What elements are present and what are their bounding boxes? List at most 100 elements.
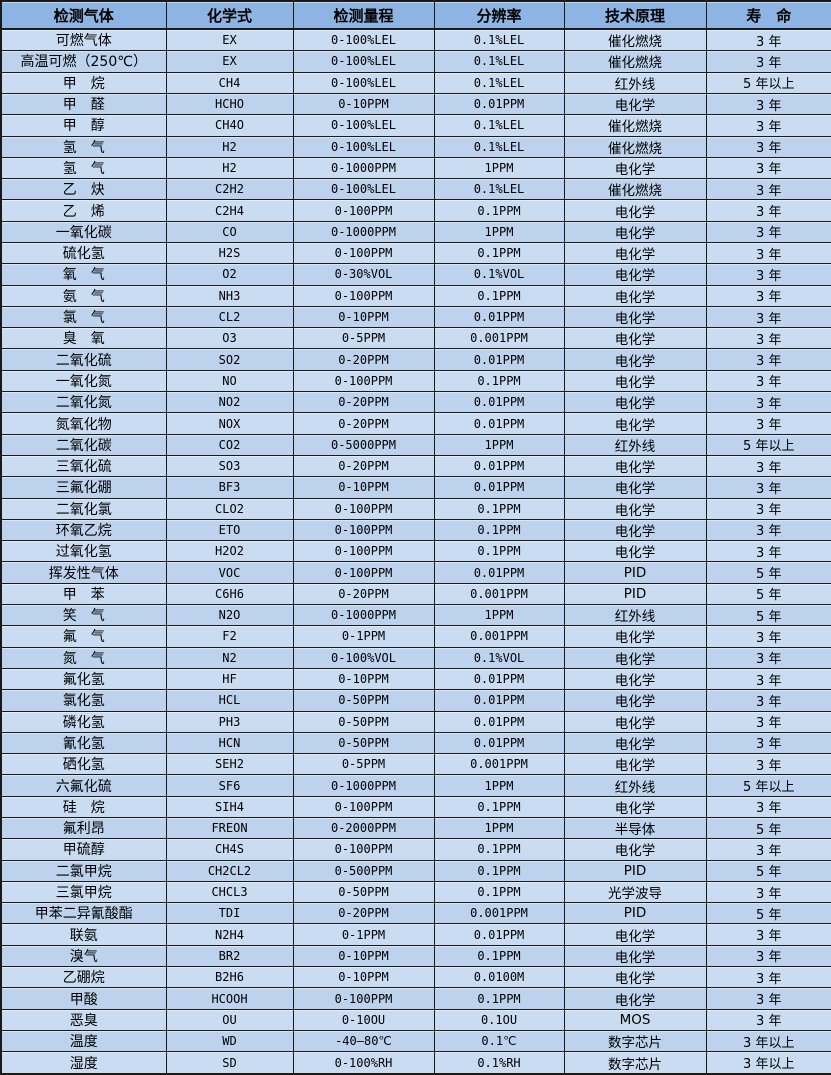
cell-life: 3 年 — [705, 50, 831, 73]
cell-principle: 红外线 — [563, 604, 707, 627]
cell-principle: 电化学 — [563, 625, 707, 648]
cell-gas: 二氧化氮 — [0, 391, 167, 414]
cell-life: 3 年 — [705, 156, 831, 180]
table-row: 氮 气 N2 0-100%VOL 0.1%VOL 电化学 3 年 — [0, 646, 831, 669]
cell-gas: 磷化氢 — [0, 710, 167, 733]
cell-principle: 数字芯片 — [563, 1029, 707, 1053]
table-row: 硫化氢 H2S 0-100PPM 0.1PPM 电化学 3 年 — [0, 241, 831, 265]
cell-formula: SD — [165, 1051, 294, 1075]
cell-gas: 氮 气 — [0, 646, 167, 669]
cell-life: 5 年 — [705, 604, 831, 627]
cell-formula: HCL — [165, 689, 294, 712]
cell-principle: 电化学 — [563, 412, 707, 435]
table-row: 磷化氢 PH3 0-50PPM 0.01PPM 电化学 3 年 — [0, 710, 831, 733]
cell-resolution: 0.1PPM — [433, 795, 565, 819]
cell-resolution: 0.01PPM — [433, 412, 565, 435]
column-header-principle: 技术原理 — [563, 0, 707, 30]
cell-gas: 氯 气 — [0, 305, 167, 329]
cell-principle: 电化学 — [563, 667, 707, 691]
cell-gas: 二氧化硫 — [0, 348, 167, 371]
cell-formula: N2O — [165, 604, 294, 627]
cell-resolution: 0.01PPM — [433, 667, 565, 691]
cell-gas: 过氧化氢 — [0, 540, 167, 563]
cell-gas: 二氧化氯 — [0, 497, 167, 520]
cell-principle: 电化学 — [563, 987, 707, 1010]
table-row: 乙硼烷 B2H6 0-10PPM 0.0100M 电化学 3 年 — [0, 966, 831, 989]
cell-range: 0-1000PPM — [292, 220, 435, 243]
cell-life: 3 年 — [705, 220, 831, 243]
cell-formula: C6H6 — [165, 582, 294, 606]
cell-range: 0-2000PPM — [292, 816, 435, 840]
cell-resolution: 0.1PPM — [433, 241, 565, 265]
cell-resolution: 0.1PPM — [433, 369, 565, 393]
cell-range: 0-100%RH — [292, 1051, 435, 1075]
cell-formula: FREON — [165, 816, 294, 840]
cell-formula: HCN — [165, 731, 294, 755]
cell-resolution: 1PPM — [433, 433, 565, 456]
cell-principle: 红外线 — [563, 71, 707, 94]
cell-resolution: 0.1%LEL — [433, 71, 565, 94]
cell-life: 5 年以上 — [705, 71, 831, 94]
cell-gas: 六氟化硫 — [0, 774, 167, 797]
cell-principle: PID — [563, 561, 707, 584]
table-row: 三氟化硼 BF3 0-10PPM 0.01PPM 电化学 3 年 — [0, 476, 831, 499]
cell-gas: 乙 炔 — [0, 178, 167, 201]
cell-formula: CL2 — [165, 305, 294, 329]
cell-life: 3 年 — [705, 263, 831, 286]
table-row: 氢 气 H2 0-1000PPM 1PPM 电化学 3 年 — [0, 156, 831, 180]
cell-resolution: 0.1PPM — [433, 987, 565, 1010]
cell-range: 0-20PPM — [292, 454, 435, 478]
cell-gas: 氰化氢 — [0, 731, 167, 755]
cell-range: 0-5PPM — [292, 753, 435, 776]
cell-formula: N2 — [165, 646, 294, 669]
cell-principle: 电化学 — [563, 327, 707, 350]
cell-principle: 红外线 — [563, 774, 707, 797]
cell-life: 5 年以上 — [705, 433, 831, 456]
cell-gas: 硒化氢 — [0, 753, 167, 776]
table-row: 高温可燃（250℃） EX 0-100%LEL 0.1%LEL 催化燃烧 3 年 — [0, 50, 831, 73]
cell-principle: 电化学 — [563, 923, 707, 946]
cell-gas: 乙 烯 — [0, 199, 167, 222]
cell-resolution: 0.1%VOL — [433, 646, 565, 669]
cell-life: 3 年 — [705, 540, 831, 563]
cell-gas: 甲酸 — [0, 987, 167, 1010]
cell-resolution: 0.1PPM — [433, 880, 565, 904]
cell-resolution: 0.001PPM — [433, 753, 565, 776]
table-row: 恶臭 OU 0-10OU 0.1OU MOS 3 年 — [0, 1008, 831, 1031]
cell-range: 0-20PPM — [292, 348, 435, 371]
table-row: 一氧化氮 NO 0-100PPM 0.1PPM 电化学 3 年 — [0, 369, 831, 393]
cell-life: 3 年以上 — [705, 1051, 831, 1075]
cell-formula: EX — [165, 28, 294, 52]
cell-life: 3 年 — [705, 625, 831, 648]
cell-principle: 电化学 — [563, 156, 707, 180]
cell-formula: NO — [165, 369, 294, 393]
cell-formula: HCOOH — [165, 987, 294, 1010]
cell-resolution: 1PPM — [433, 220, 565, 243]
table-row: 氯 气 CL2 0-10PPM 0.01PPM 电化学 3 年 — [0, 305, 831, 329]
table-row: 过氧化氢 H2O2 0-100PPM 0.1PPM 电化学 3 年 — [0, 540, 831, 563]
cell-life: 3 年 — [705, 518, 831, 542]
cell-range: 0-5000PPM — [292, 433, 435, 456]
cell-resolution: 0.01PPM — [433, 476, 565, 499]
cell-formula: TDI — [165, 902, 294, 925]
cell-life: 3 年 — [705, 454, 831, 478]
cell-principle: 电化学 — [563, 369, 707, 393]
table-row: 乙 炔 C2H2 0-100%LEL 0.1%LEL 催化燃烧 3 年 — [0, 178, 831, 201]
cell-principle: 催化燃烧 — [563, 178, 707, 201]
table-row: 氨 气 NH3 0-100PPM 0.1PPM 电化学 3 年 — [0, 284, 831, 307]
cell-range: 0-100%LEL — [292, 28, 435, 52]
cell-gas: 二氯甲烷 — [0, 859, 167, 882]
cell-range: 0-1000PPM — [292, 774, 435, 797]
cell-formula: H2 — [165, 135, 294, 158]
cell-gas: 二氧化碳 — [0, 433, 167, 456]
cell-gas: 一氧化碳 — [0, 220, 167, 243]
table-row: 甲酸 HCOOH 0-100PPM 0.1PPM 电化学 3 年 — [0, 987, 831, 1010]
cell-resolution: 0.0100M — [433, 966, 565, 989]
cell-range: 0-100PPM — [292, 987, 435, 1010]
cell-range: 0-1000PPM — [292, 156, 435, 180]
cell-formula: H2O2 — [165, 540, 294, 563]
cell-formula: SEH2 — [165, 753, 294, 776]
cell-gas: 笑 气 — [0, 604, 167, 627]
cell-range: 0-100PPM — [292, 369, 435, 393]
